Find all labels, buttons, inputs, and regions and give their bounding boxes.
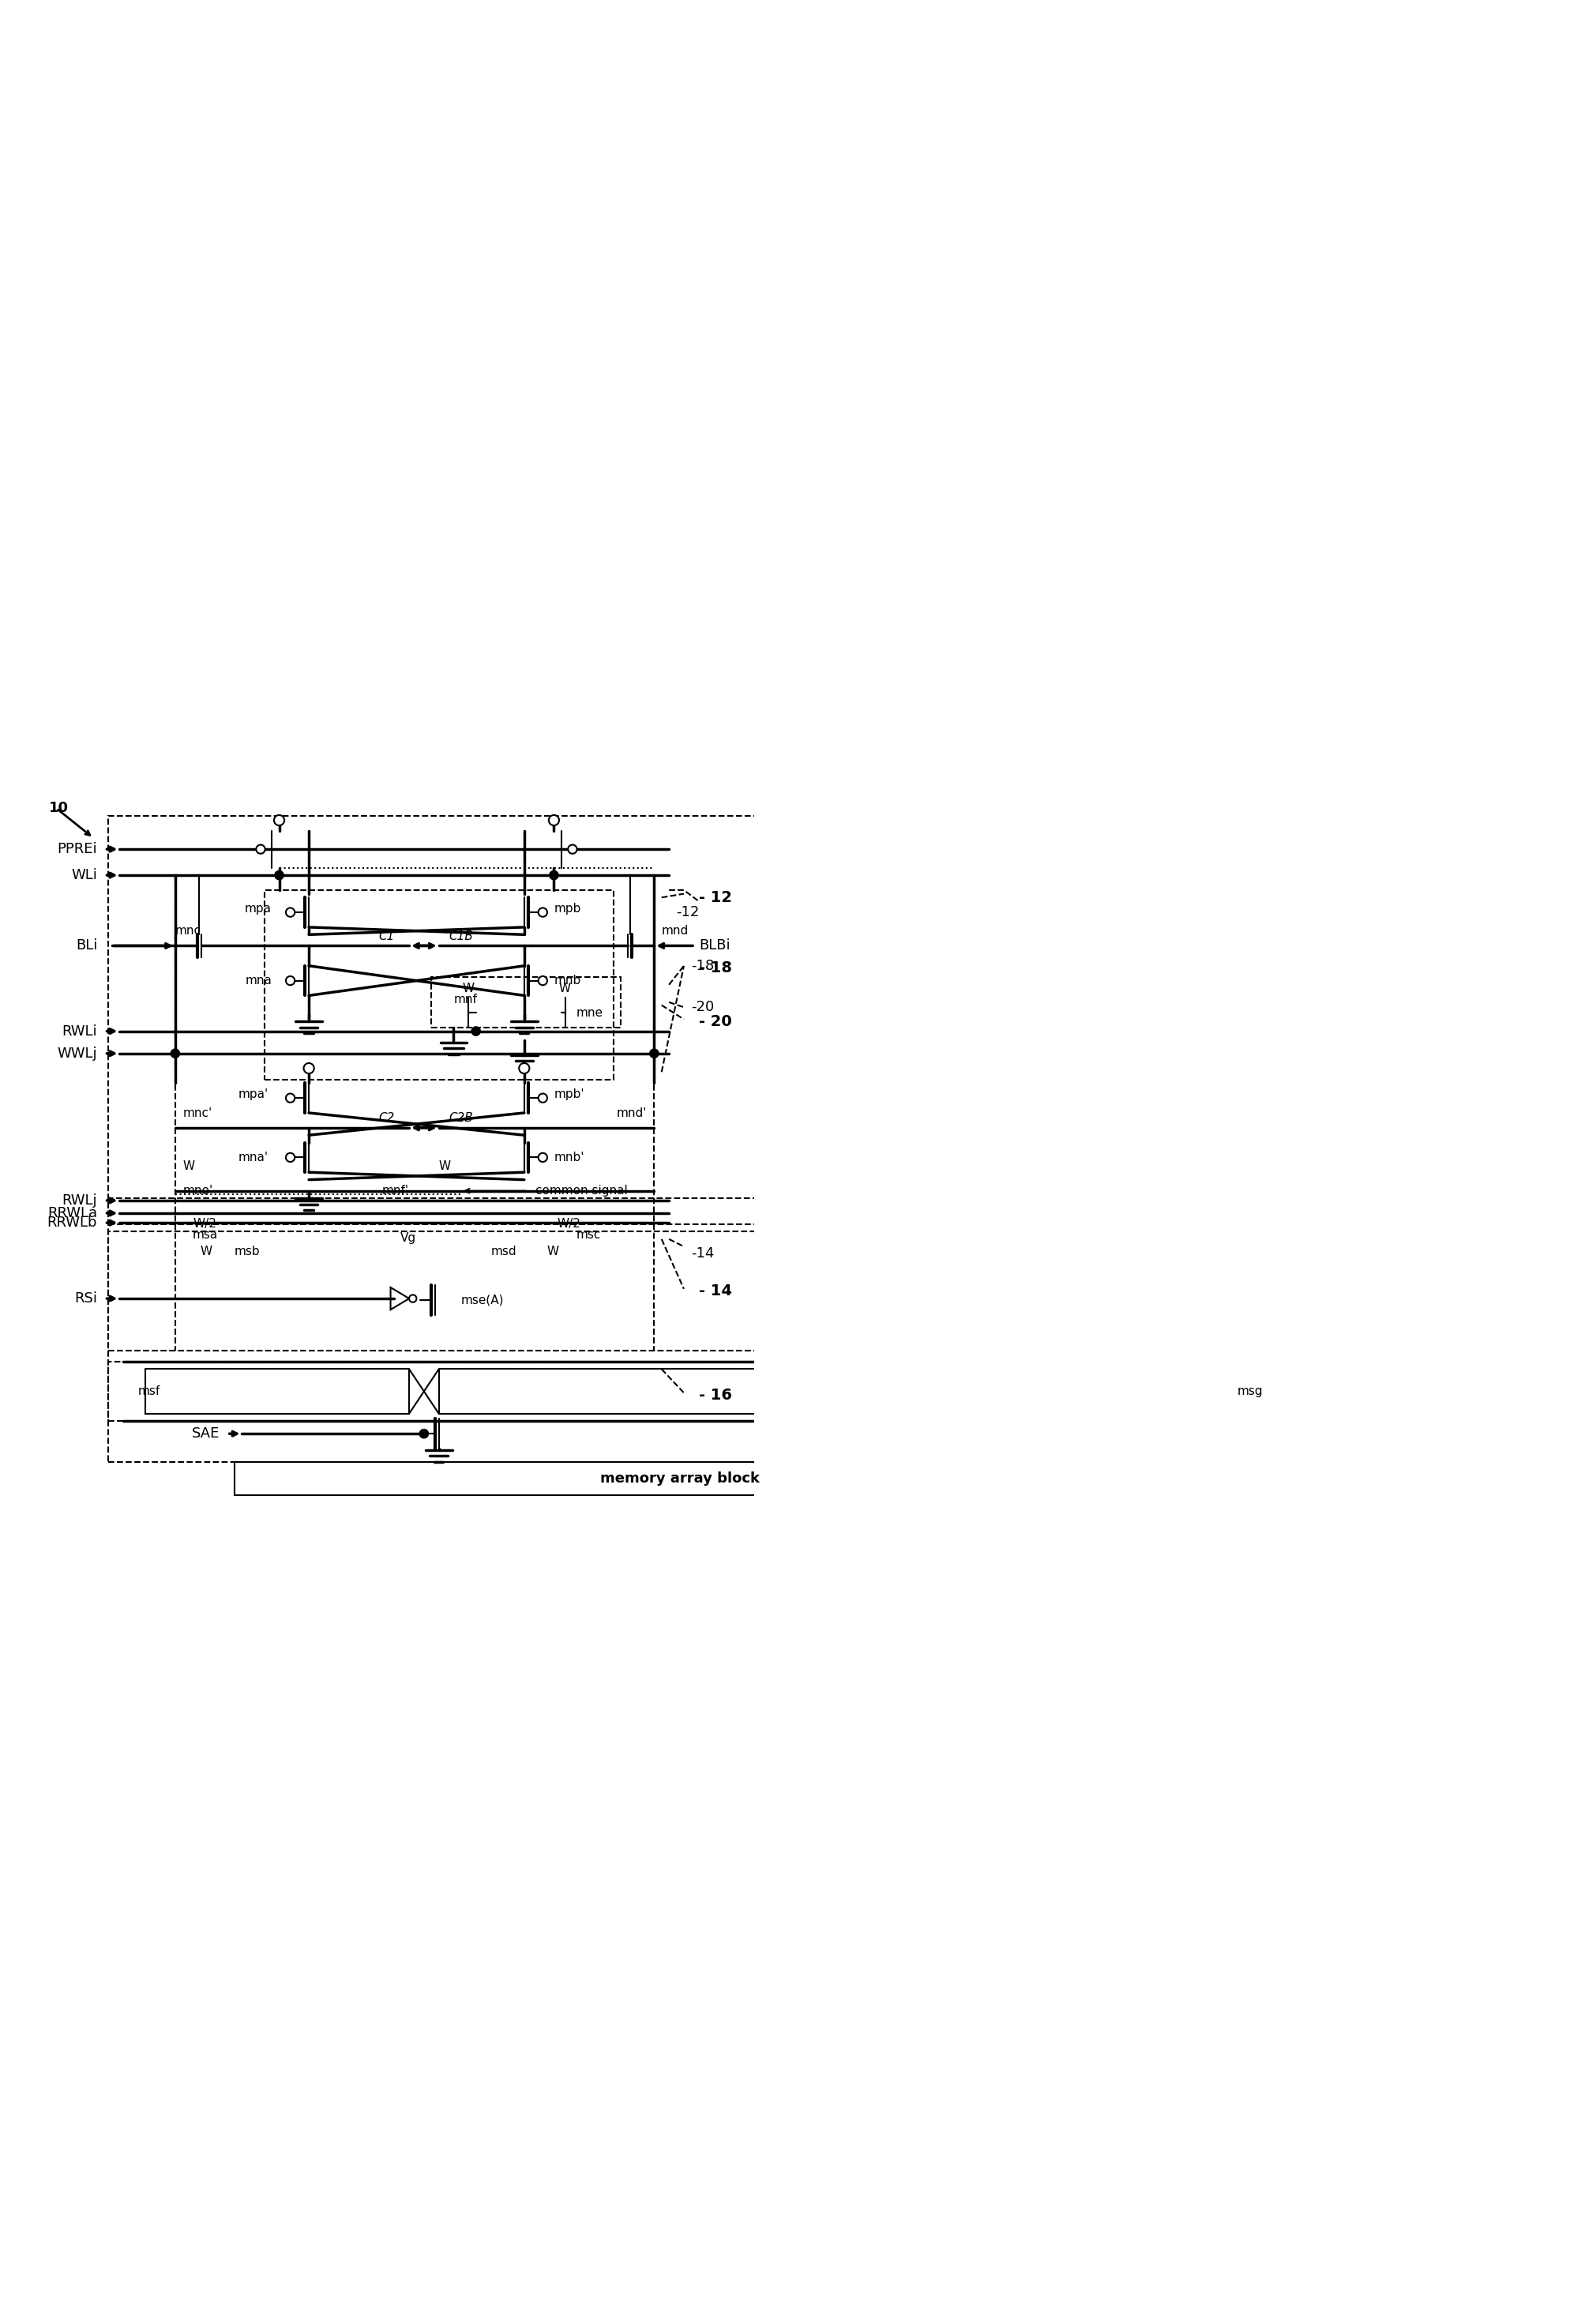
Text: mna': mna' [238, 1152, 268, 1164]
Text: Vg: Vg [401, 1233, 417, 1244]
Text: C2: C2 [378, 1113, 394, 1125]
Text: RSi: RSi [75, 1290, 97, 1306]
Text: -12: -12 [677, 904, 699, 920]
Circle shape [275, 814, 284, 826]
Text: mpb': mpb' [554, 1088, 584, 1099]
Text: mpb: mpb [554, 902, 581, 915]
Circle shape [255, 844, 265, 853]
Circle shape [286, 1092, 295, 1102]
Text: msb: msb [235, 1247, 260, 1258]
Circle shape [286, 1152, 295, 1162]
Bar [431, 977, 621, 1028]
Text: msg: msg [1237, 1385, 1262, 1398]
Text: mnf': mnf' [381, 1184, 409, 1196]
Text: C2B: C2B [448, 1113, 474, 1125]
Text: - 18: - 18 [699, 961, 733, 975]
Text: - 20: - 20 [699, 1014, 731, 1028]
Text: W: W [439, 1162, 450, 1173]
Text: mna: mna [246, 975, 271, 987]
Text: mse(A): mse(A) [461, 1295, 504, 1306]
Circle shape [471, 1026, 480, 1035]
Text: RWLi: RWLi [62, 1023, 97, 1037]
Text: C1B: C1B [448, 929, 474, 943]
Text: - 14: - 14 [699, 1283, 733, 1300]
Text: W: W [463, 982, 474, 994]
Bar [109, 1198, 1296, 1224]
Text: 10: 10 [49, 800, 69, 814]
Text: mnd: mnd [662, 925, 688, 936]
Text: mnc': mnc' [182, 1106, 212, 1118]
Text: msa: msa [192, 1228, 217, 1240]
Text: msd: msd [492, 1247, 517, 1258]
Text: mnb: mnb [554, 975, 581, 987]
Text: - 12: - 12 [699, 890, 733, 904]
Text: mnc: mnc [176, 925, 201, 936]
Text: W: W [546, 1247, 559, 1258]
Bar [109, 1362, 1296, 1421]
Text: RWLj: RWLj [62, 1194, 97, 1208]
Circle shape [275, 872, 284, 879]
Text: -18: -18 [691, 959, 715, 973]
Circle shape [568, 844, 576, 853]
Circle shape [549, 872, 559, 879]
Bar [109, 816, 1296, 1463]
Circle shape [538, 1092, 547, 1102]
Text: PPREi: PPREi [57, 842, 97, 856]
Text: mpa: mpa [244, 902, 271, 915]
Text: -20: -20 [691, 1000, 715, 1014]
Circle shape [409, 1295, 417, 1302]
Text: WLi: WLi [72, 867, 97, 883]
Circle shape [171, 1049, 180, 1058]
Text: BLi: BLi [75, 938, 97, 952]
Circle shape [538, 1152, 547, 1162]
Circle shape [538, 908, 547, 918]
Circle shape [538, 975, 547, 984]
Text: RRWLb: RRWLb [48, 1217, 97, 1230]
Text: mnb': mnb' [554, 1152, 584, 1164]
Circle shape [549, 814, 559, 826]
Circle shape [303, 1063, 314, 1074]
Text: mne': mne' [182, 1184, 212, 1196]
Text: BLBi: BLBi [699, 938, 729, 952]
Text: SAE: SAE [192, 1426, 220, 1440]
Bar [109, 1233, 1296, 1350]
Text: memory array block: memory array block [600, 1472, 760, 1486]
Text: - 16: - 16 [699, 1387, 733, 1403]
Text: W: W [559, 982, 571, 994]
Circle shape [650, 1049, 659, 1058]
Text: mnd': mnd' [616, 1106, 646, 1118]
Text: -14: -14 [691, 1247, 715, 1260]
Text: RRWLa: RRWLa [48, 1205, 97, 1221]
Text: msf: msf [139, 1385, 160, 1398]
Text: mpa': mpa' [238, 1088, 268, 1099]
Circle shape [519, 1063, 530, 1074]
Circle shape [286, 908, 295, 918]
Circle shape [286, 975, 295, 984]
Text: C1: C1 [378, 929, 394, 943]
Text: msc: msc [576, 1228, 602, 1240]
Text: common signal: common signal [535, 1184, 627, 1196]
Bar [265, 890, 613, 1079]
Circle shape [420, 1428, 428, 1438]
Text: W/2: W/2 [193, 1217, 217, 1230]
Text: W: W [201, 1247, 212, 1258]
Text: W: W [182, 1162, 195, 1173]
Text: W/2: W/2 [557, 1217, 581, 1230]
Text: mne: mne [576, 1007, 603, 1019]
Bar [235, 1463, 1125, 1495]
Text: mnf: mnf [453, 994, 477, 1005]
Text: WWLj: WWLj [57, 1046, 97, 1060]
